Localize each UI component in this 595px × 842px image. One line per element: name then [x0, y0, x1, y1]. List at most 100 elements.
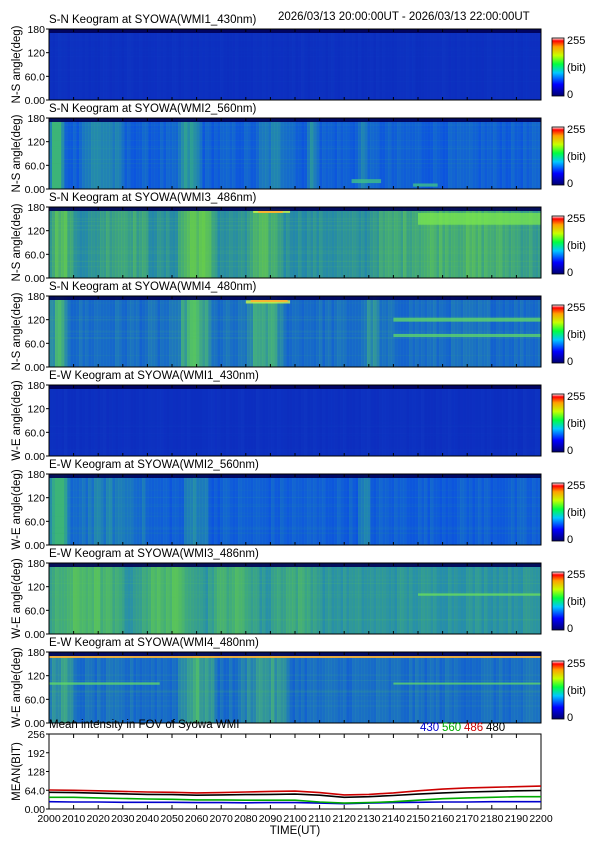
keogram-panel-5: E-W Keogram at SYOWA(WMI1_430nm) W-E angl… — [11, 370, 586, 463]
mean-plot-frame — [48, 733, 542, 810]
mean-plot-xtick: 2190 — [505, 813, 529, 825]
mean-plot-xtick: 2060 — [185, 813, 209, 825]
keogram-panel-8: E-W Keogram at SYOWA(WMI4_480nm) W-E angl… — [11, 637, 586, 730]
keogram-panel-6: E-W Keogram at SYOWA(WMI2_560nm) W-E angl… — [11, 459, 586, 552]
keogram-panel-2: S-N Keogram at SYOWA(WMI2_560nm) N-S angl… — [11, 103, 586, 196]
colorbar-min-label: 0 — [567, 712, 573, 724]
keogram-arc — [418, 212, 541, 225]
mean-plot-ytick: 0.00 — [25, 804, 46, 816]
keogram-ytick: 60.0 — [25, 160, 46, 172]
keogram-ytick: 0.00 — [25, 451, 46, 463]
colorbar — [551, 126, 565, 186]
keogram-ytick: 180 — [27, 24, 45, 36]
mean-plot-xtick: 2080 — [234, 813, 258, 825]
colorbar-min-label: 0 — [567, 267, 573, 279]
keogram-title: E-W Keogram at SYOWA(WMI3_486nm) — [49, 548, 259, 560]
keogram-ytick: 120 — [27, 137, 45, 149]
keogram-ylabel: N-S angle(deg) — [11, 114, 23, 192]
colorbar-min-label: 0 — [567, 178, 573, 190]
mean-plot-ylabel: MEAN(BIT) — [11, 742, 23, 801]
mean-plot-ytick: 64.0 — [25, 785, 46, 797]
colorbar — [551, 304, 565, 364]
keogram-title: E-W Keogram at SYOWA(WMI1_430nm) — [49, 370, 259, 382]
keogram-arc — [351, 179, 382, 184]
colorbar-max-label: 255 — [567, 35, 585, 47]
keogram-background — [49, 385, 541, 456]
series-line-560 — [49, 795, 541, 804]
keogram-ylabel: W-E angle(deg) — [11, 380, 23, 460]
colorbar-unit-label: (bit) — [567, 685, 586, 697]
colorbar-unit-label: (bit) — [567, 596, 586, 608]
colorbar-min-label: 0 — [567, 623, 573, 635]
keogram-ylabel: W-E angle(deg) — [11, 469, 23, 549]
colorbar-max-label: 255 — [567, 658, 585, 670]
colorbar — [551, 660, 565, 720]
keogram-image — [49, 29, 541, 100]
legend-entry-430: 430 — [420, 722, 439, 734]
colorbar-max-label: 255 — [567, 213, 585, 225]
colorbar-unit-label: (bit) — [567, 418, 586, 430]
mean-intensity-plot: Mean intensity in FOV of Syowa WMI 430 560… — [11, 719, 553, 837]
keogram-ytick: 0.00 — [25, 629, 46, 641]
keogram-background — [49, 296, 541, 367]
keogram-ytick: 120 — [27, 315, 45, 327]
keogram-ytick: 60.0 — [25, 249, 46, 261]
mean-plot-xtick: 2140 — [382, 813, 406, 825]
keogram-panel-4: S-N Keogram at SYOWA(WMI4_480nm) N-S angl… — [11, 281, 586, 374]
mean-plot-xtick: 2180 — [480, 813, 504, 825]
colorbar-unit-label: (bit) — [567, 151, 586, 163]
mean-plot-xtick: 2000 — [37, 813, 61, 825]
keogram-title: S-N Keogram at SYOWA(WMI3_486nm) — [49, 192, 256, 204]
keogram-panel-1: S-N Keogram at SYOWA(WMI1_430nm) N-S angl… — [11, 14, 586, 107]
colorbar-unit-label: (bit) — [567, 329, 586, 341]
keogram-ytick: 120 — [27, 226, 45, 238]
keogram-title: E-W Keogram at SYOWA(WMI4_480nm) — [49, 637, 259, 649]
series-line-486 — [48, 785, 542, 796]
keogram-arc — [393, 317, 541, 322]
colorbar-min-label: 0 — [567, 89, 573, 101]
colorbar-max-label: 255 — [567, 302, 585, 314]
keogram-title: S-N Keogram at SYOWA(WMI4_480nm) — [49, 281, 256, 293]
keogram-ytick: 60.0 — [25, 516, 46, 528]
keogram-ytick: 180 — [27, 469, 45, 481]
keogram-ytick: 180 — [27, 558, 45, 570]
keogram-ytick: 60.0 — [25, 427, 46, 439]
time-range-label: 2026/03/13 20:00:00UT - 2026/03/13 22:00… — [278, 11, 530, 23]
colorbar-min-label: 0 — [567, 534, 573, 546]
keogram-ylabel: N-S angle(deg) — [11, 25, 23, 103]
mean-plot-xtick: 2130 — [357, 813, 381, 825]
mean-plot-xtick: 2020 — [87, 813, 111, 825]
keogram-panels: S-N Keogram at SYOWA(WMI1_430nm) N-S angl… — [11, 14, 586, 730]
keogram-image — [49, 474, 541, 545]
keogram-image — [49, 563, 541, 634]
colorbar — [551, 482, 565, 542]
keogram-panel-3: S-N Keogram at SYOWA(WMI3_486nm) N-S angl… — [11, 192, 586, 285]
keogram-image — [49, 118, 541, 189]
keogram-ytick: 180 — [27, 291, 45, 303]
colorbar — [551, 37, 565, 97]
mean-plot-xlabel: TIME(UT) — [270, 825, 321, 837]
keogram-ytick: 0.00 — [25, 273, 46, 285]
keogram-ytick: 60.0 — [25, 605, 46, 617]
colorbar — [551, 571, 565, 631]
keogram-ytick: 180 — [27, 113, 45, 125]
mean-plot-xtick: 2100 — [283, 813, 307, 825]
mean-plot-xtick: 2160 — [431, 813, 455, 825]
mean-plot-xtick: 2070 — [210, 813, 234, 825]
series-line-480 — [48, 789, 542, 799]
mean-plot-xtick: 2010 — [62, 813, 86, 825]
colorbar-max-label: 255 — [567, 124, 585, 136]
colorbar-max-label: 255 — [567, 480, 585, 492]
keogram-ytick: 0.00 — [25, 184, 46, 196]
legend-entry-560: 560 — [442, 722, 461, 734]
mean-plot-xtick: 2090 — [259, 813, 283, 825]
keogram-arc — [393, 333, 541, 338]
mean-plot-ytick: 192 — [27, 748, 45, 760]
keogram-title: S-N Keogram at SYOWA(WMI2_560nm) — [49, 103, 256, 115]
colorbar — [551, 215, 565, 275]
colorbar-unit-label: (bit) — [567, 240, 586, 252]
keogram-arc — [418, 593, 541, 596]
keogram-ytick: 60.0 — [25, 338, 46, 350]
keogram-ytick: 60.0 — [25, 694, 46, 706]
